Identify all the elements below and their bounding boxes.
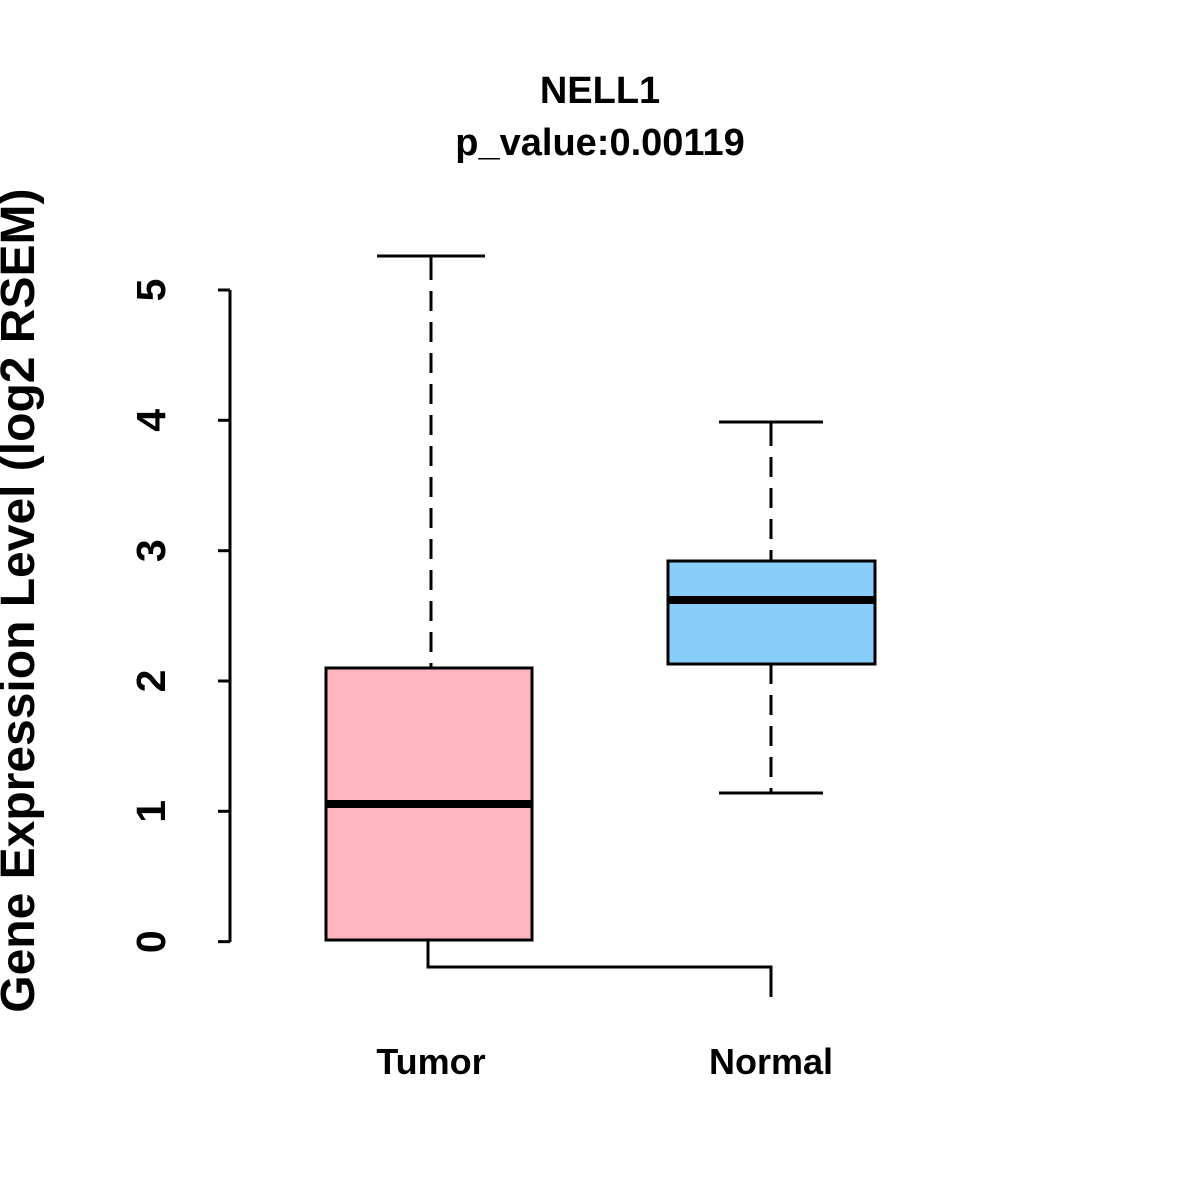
- svg-text:Normal: Normal: [709, 1041, 833, 1082]
- svg-text:Gene Expression Level (log2 RS: Gene Expression Level (log2 RSEM): [0, 189, 45, 1013]
- svg-text:5: 5: [128, 279, 174, 302]
- svg-text:3: 3: [128, 539, 174, 562]
- svg-text:1: 1: [128, 800, 174, 823]
- svg-text:NELL1: NELL1: [540, 70, 660, 112]
- svg-text:0: 0: [128, 930, 174, 953]
- svg-text:2: 2: [128, 670, 174, 693]
- svg-text:Tumor: Tumor: [376, 1041, 485, 1082]
- svg-text:p_value:0.00119: p_value:0.00119: [455, 122, 744, 164]
- svg-text:4: 4: [128, 409, 174, 432]
